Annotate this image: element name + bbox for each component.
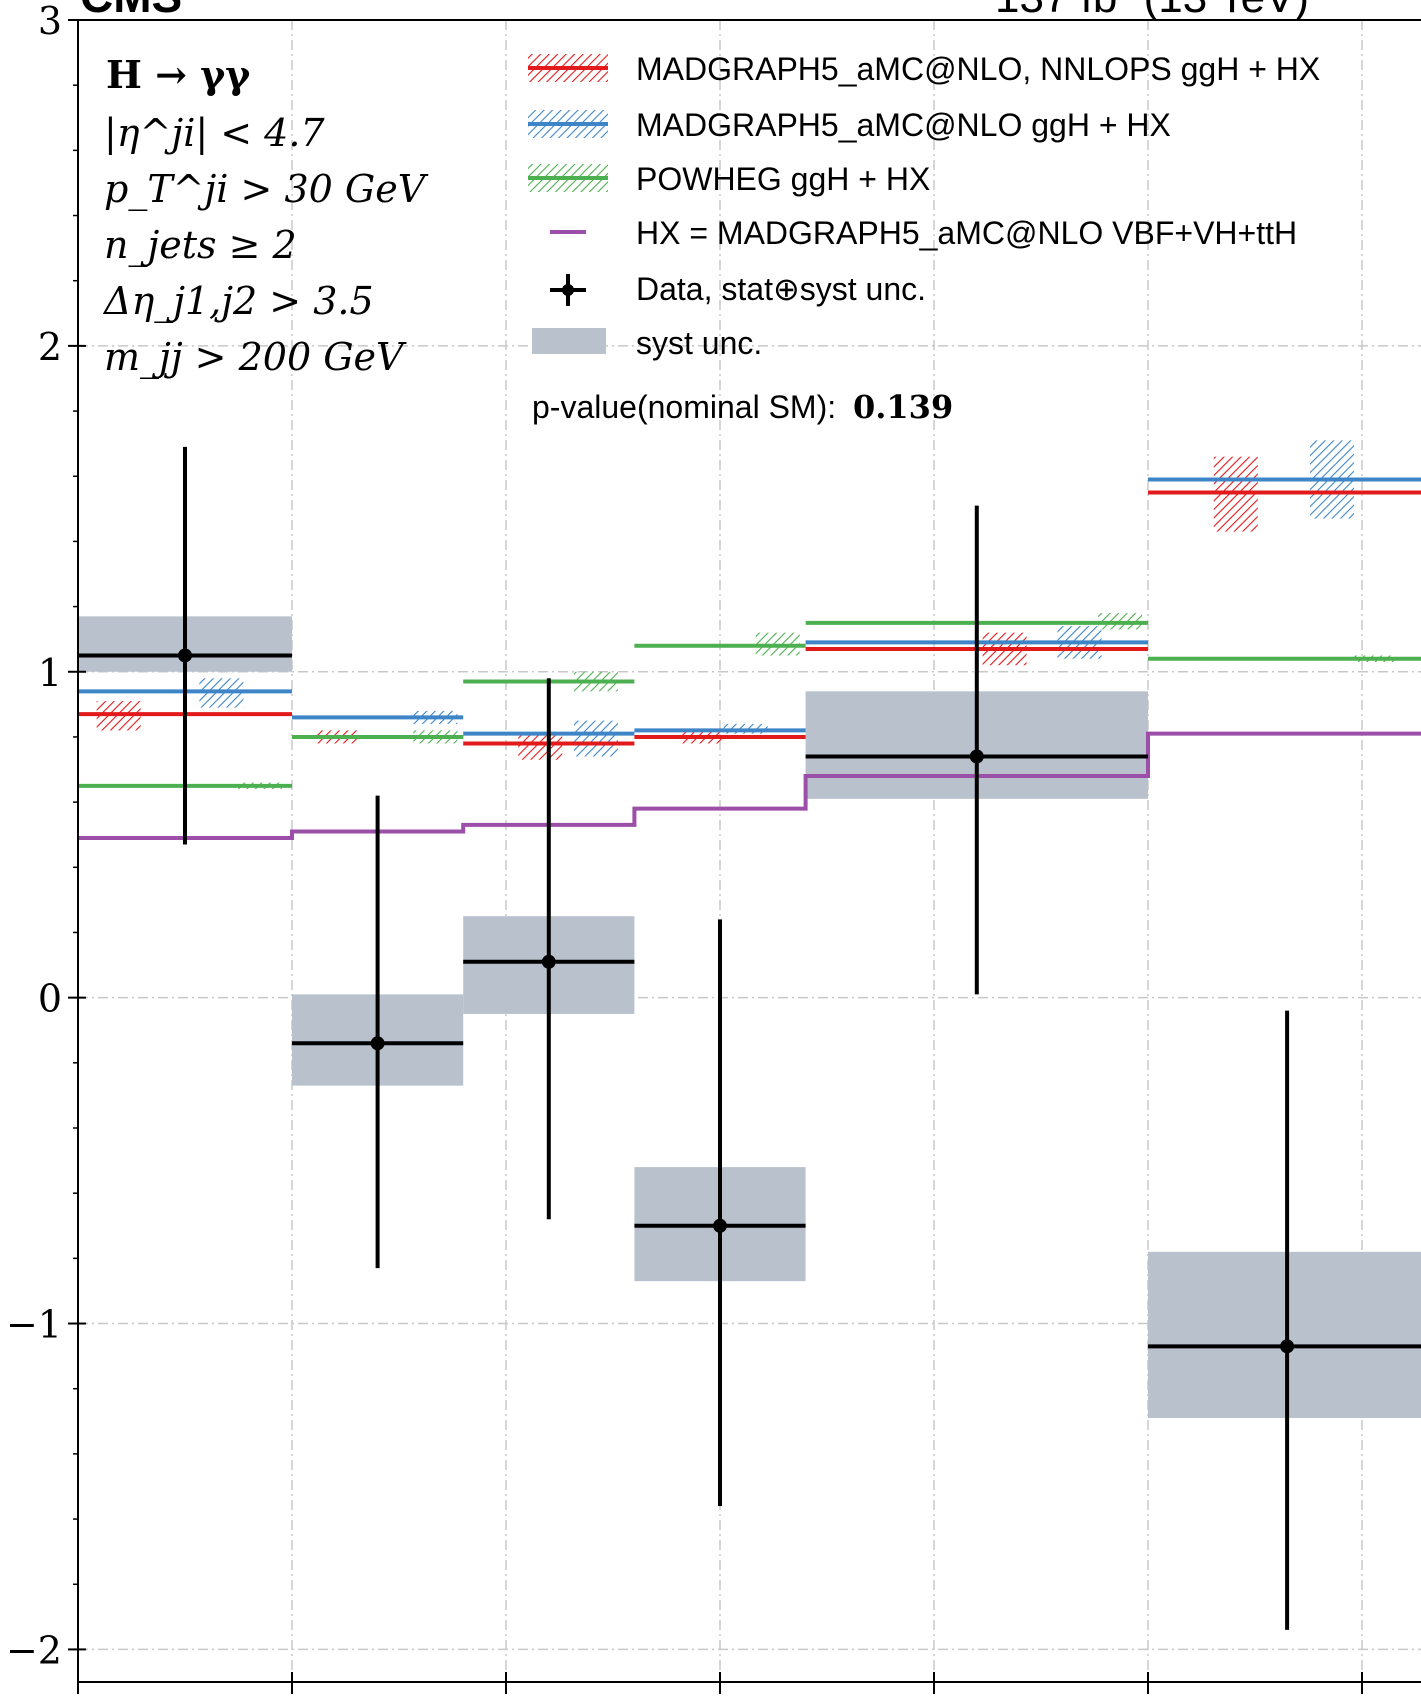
y-tick-label: 2	[38, 325, 62, 369]
cut-line: n_jets ≥ 2	[104, 223, 297, 268]
legend-item-nnlops: MADGRAPH5_aMC@NLO, NNLOPS ggH + HX	[528, 51, 1320, 87]
cut-line: |η^ji| < 4.7	[104, 111, 325, 155]
grid	[78, 20, 1421, 1682]
legend-item-mg5: MADGRAPH5_aMC@NLO ggH + HX	[528, 107, 1171, 143]
legend-swatch-syst	[532, 328, 606, 354]
legend-label-data: Data, stat⊕syst unc.	[636, 271, 926, 307]
y-tick-label: −2	[6, 1628, 62, 1672]
legend-label-powheg: POWHEG ggH + HX	[636, 161, 930, 197]
legend-label-mg5: MADGRAPH5_aMC@NLO ggH + HX	[636, 107, 1171, 143]
data-point-marker	[541, 954, 556, 969]
legend-item-hx: HX = MADGRAPH5_aMC@NLO VBF+VH+ttH	[550, 215, 1297, 251]
pvalue-value: 0.139	[853, 388, 953, 426]
legend-item-powheg: POWHEG ggH + HX	[528, 161, 930, 197]
y-tick-label: −1	[6, 1303, 62, 1347]
cut-line: p_T^ji > 30 GeV	[104, 167, 429, 212]
y-tick-label: 1	[38, 651, 62, 695]
legend-label-syst: syst unc.	[636, 325, 762, 361]
data-point-marker	[969, 749, 984, 764]
cut-line: m_jj > 200 GeV	[104, 335, 407, 380]
y-tick-label: 3	[38, 0, 62, 43]
selection-cuts: H → γγ |η^ji| < 4.7 p_T^ji > 30 GeV n_je…	[102, 52, 429, 380]
cuts-title: H → γγ	[106, 52, 251, 97]
luminosity-label: 137 fb (13 TeV)	[995, 0, 1309, 22]
cut-line: Δη_j1,j2 > 3.5	[102, 279, 374, 324]
legend-swatch-data-dot	[562, 284, 574, 296]
pvalue-label: p-value(nominal SM):	[532, 389, 836, 425]
legend: MADGRAPH5_aMC@NLO, NNLOPS ggH + HX MADGR…	[528, 51, 1320, 426]
axes: −2 −1 0 1 2 3	[6, 0, 1421, 1694]
luminosity-unit: (13 TeV)	[1144, 0, 1310, 22]
mg5-unc-band	[573, 720, 618, 757]
nnlops-unc-band	[518, 733, 563, 760]
legend-label-hx: HX = MADGRAPH5_aMC@NLO VBF+VH+ttH	[636, 215, 1297, 251]
data-point-marker	[370, 1036, 385, 1051]
experiment-label: CMS	[80, 0, 182, 22]
legend-item-data: Data, stat⊕syst unc.	[550, 271, 926, 307]
syst-unc-box	[1148, 1251, 1421, 1419]
legend-item-syst: syst unc.	[532, 325, 762, 361]
data-point-marker	[713, 1218, 727, 1233]
hx-prediction-line	[78, 731, 1421, 840]
y-tick-label: 0	[38, 977, 62, 1021]
data-point-marker	[178, 648, 192, 663]
legend-label-nnlops: MADGRAPH5_aMC@NLO, NNLOPS ggH + HX	[636, 51, 1320, 87]
pvalue-text: p-value(nominal SM): 0.139	[532, 388, 953, 426]
plot-area	[78, 440, 1421, 1630]
luminosity-value: 137 fb	[995, 0, 1117, 22]
data-point-marker	[1280, 1339, 1295, 1354]
